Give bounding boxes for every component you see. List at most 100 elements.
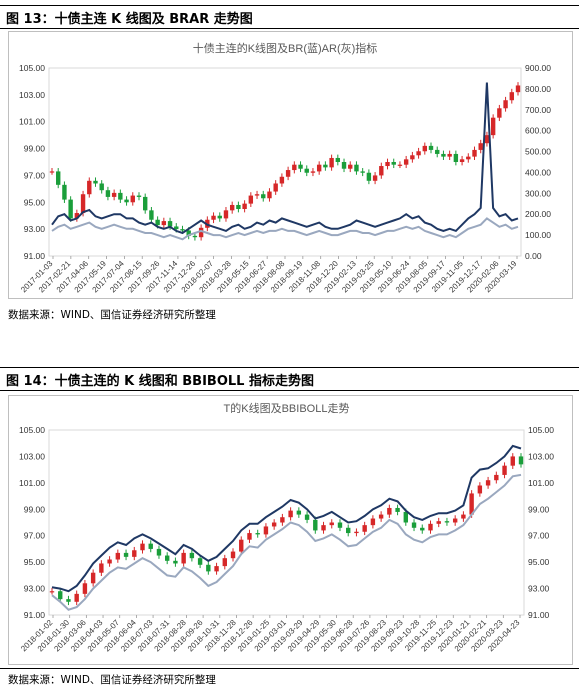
header-rule-bottom (0, 28, 579, 29)
series-line (51, 82, 519, 235)
right-tick-label: 700.00 (525, 105, 551, 115)
candle-body (229, 204, 235, 211)
candle-body (397, 164, 403, 166)
candle-body (198, 227, 204, 238)
left-tick-label: 99.00 (24, 504, 46, 514)
candle-body (288, 510, 293, 518)
candle-body (420, 527, 425, 531)
figure-14-source: 数据来源：WIND、国信证券经济研究所整理 (8, 674, 216, 686)
figure-14-header: 图 14：十债主连的 K 线图和 BBIBOLL 指标走势图 (0, 367, 579, 391)
candle-body (292, 164, 297, 171)
candle-body (186, 230, 191, 236)
candle-body (148, 543, 153, 549)
candle-body (93, 180, 98, 184)
candle-body (223, 210, 229, 219)
source-rule (0, 668, 579, 669)
candle-body (518, 456, 524, 465)
candle-body (80, 194, 86, 214)
figure-14-svg: T的K线图及BBIBOLL走势 105.00 103.00 101.00 99.00 97… (19, 401, 554, 653)
candle-body (239, 539, 244, 552)
candle-body (68, 199, 73, 219)
candle-body (180, 229, 185, 231)
candle-body (497, 108, 502, 118)
right-tick-label: 105.00 (528, 425, 554, 435)
left-tick-label: 97.00 (24, 531, 46, 541)
candle-body (74, 213, 80, 219)
candle-body (298, 164, 303, 169)
right-tick-label: 500.00 (525, 147, 551, 157)
candle-body (372, 175, 378, 181)
candle-body (490, 117, 496, 136)
series-line (51, 473, 522, 611)
candle-body (313, 519, 318, 531)
candle-body (447, 153, 452, 157)
candle-body (510, 456, 515, 466)
candle-body (242, 203, 247, 209)
candle-body (107, 559, 112, 564)
candle-body (304, 168, 309, 173)
candle-body (366, 172, 372, 181)
candle-body (261, 194, 266, 199)
left-tick-label: 101.00 (19, 478, 45, 488)
candle-body (515, 85, 521, 93)
candle-body (472, 149, 477, 157)
candle-body (280, 517, 285, 523)
candle-body (310, 171, 316, 173)
candle-body (321, 525, 326, 531)
right-tick-label: 300.00 (525, 188, 551, 198)
candle-body (362, 525, 367, 532)
left-tick-label: 99.00 (24, 144, 46, 154)
candle-body (143, 196, 148, 211)
candle-body (214, 566, 219, 572)
candle-body (459, 159, 465, 162)
candle-body (115, 552, 121, 560)
candle-body (360, 171, 365, 173)
candle-body (485, 480, 491, 486)
header-rule-top (0, 367, 579, 368)
candle-body (469, 493, 474, 515)
candle-body (422, 145, 427, 152)
left-tick-label: 101.00 (19, 117, 45, 127)
candle-body (82, 583, 88, 594)
figure-13-chart: 十债主连的K线图及BR(蓝)AR(灰)指标 105.00 103.00 101.00 9… (8, 31, 573, 299)
candle-body (149, 210, 154, 220)
right-tick-label: 91.00 (528, 610, 550, 620)
candle-body (378, 514, 384, 519)
candle-body (452, 518, 458, 523)
candle-body (428, 145, 434, 150)
candle-body (271, 522, 277, 527)
candle-body (66, 599, 71, 602)
candle-body (99, 183, 104, 191)
right-tick-label: 200.00 (525, 209, 551, 219)
candle-body (370, 518, 376, 526)
left-tick-label: 91.00 (24, 610, 46, 620)
candle-body (49, 591, 55, 593)
candle-body (222, 558, 227, 567)
candle-body (155, 219, 160, 226)
candle-body (192, 235, 198, 238)
series-line (51, 217, 519, 241)
candle-body (247, 533, 252, 540)
candle-body (279, 176, 285, 184)
candle-body (477, 485, 483, 494)
chart-title: 十债主连的K线图及BR(蓝)AR(灰)指标 (193, 41, 378, 55)
left-tick-label: 93.00 (24, 224, 46, 234)
candle-body (285, 170, 291, 177)
candle-body (173, 560, 178, 564)
candle-body (444, 521, 450, 523)
candle-body (136, 195, 142, 197)
left-tick-label: 105.00 (19, 63, 45, 73)
candle-body (348, 164, 353, 169)
candle-body (123, 552, 129, 557)
figure-13-header: 图 13：十债主连 K 线图及 BRAR 走势图 (0, 5, 579, 29)
candle-body (453, 153, 459, 162)
candle-body (503, 100, 508, 109)
candle-body (181, 552, 186, 564)
candle-body (118, 192, 123, 200)
candle-body (354, 531, 359, 534)
candle-body (484, 135, 490, 144)
figure-13-source: 数据来源：WIND、国信证券经济研究所整理 (8, 309, 216, 321)
candle-body (248, 195, 254, 204)
candle-body (341, 162, 347, 169)
left-tick-label: 103.00 (19, 90, 45, 100)
